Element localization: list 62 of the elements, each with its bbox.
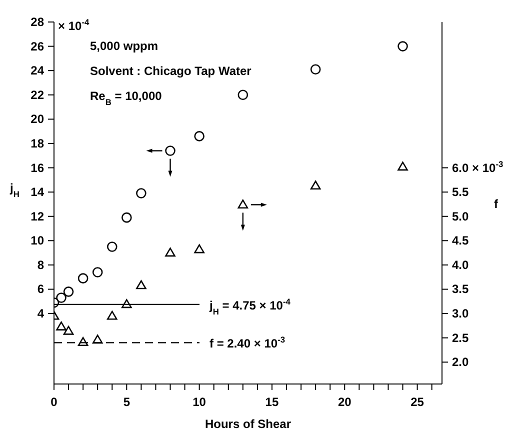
y-tick-label: 12 <box>30 209 44 224</box>
point <box>122 212 132 223</box>
x-tick-label: 20 <box>338 395 352 409</box>
x-axis-title: Hours of Shear <box>204 417 292 431</box>
point <box>136 188 146 198</box>
point <box>63 326 74 335</box>
y-tick-label: 10 <box>30 234 44 248</box>
x-tick-label: 25 <box>410 395 424 409</box>
point <box>56 322 66 330</box>
point <box>238 90 248 100</box>
point <box>63 286 74 297</box>
y2-tick-label: 5.5 <box>452 185 470 200</box>
y-tick-label: 8 <box>37 258 44 272</box>
y-tick-label: 26 <box>30 39 44 54</box>
y-tick-label: 24 <box>30 64 44 78</box>
y2-tick-label: 6.0 <box>452 160 470 175</box>
point <box>78 337 88 346</box>
point <box>122 299 132 308</box>
y2-axis-title: f <box>494 197 499 211</box>
point <box>165 248 176 257</box>
y2-tick-label: 5.0 <box>452 209 470 224</box>
point <box>106 310 118 320</box>
y2-tick-label: 3.0 <box>452 306 470 321</box>
point <box>92 334 103 344</box>
point <box>398 41 408 52</box>
y2-tick-label: 2.0 <box>452 355 470 370</box>
point <box>92 267 103 278</box>
annotation: 5,000 wppm <box>90 39 158 53</box>
point <box>310 64 321 75</box>
point <box>194 244 204 254</box>
y2-tick-label: 4.5 <box>452 234 470 248</box>
point <box>165 146 176 156</box>
x-tick-label: 5 <box>123 395 130 409</box>
y-tick-label: 22 <box>30 88 44 102</box>
text: × 10$^{-3}$ <box>472 158 504 175</box>
y2-tick-label: 3.5 <box>452 282 470 296</box>
point <box>136 280 146 290</box>
ref-line-label: f = 2.40 × 10$^{-3}$ <box>210 334 286 351</box>
point <box>398 162 408 171</box>
x-tick-label: 10 <box>192 395 206 409</box>
y-tick-label: 20 <box>30 112 44 126</box>
annotation: × 10$^{-4}$ <box>58 17 90 33</box>
y2-tick-label: 4.0 <box>452 258 470 272</box>
point <box>56 292 66 303</box>
x-tick-label: 0 <box>50 395 58 409</box>
y-tick-label: 18 <box>30 136 44 150</box>
annotation: Re$_{B}$ = 10,000 <box>90 89 162 107</box>
annotation: Solvent : Chicago Tap Water <box>90 64 252 78</box>
y2-tick-label: 2.5 <box>452 330 470 345</box>
point <box>194 131 204 142</box>
ref-line-label: j$_{H}$ = 4.75 × 10$^{-4}$ <box>208 296 291 316</box>
x-tick-label: 15 <box>265 395 279 409</box>
y-tick-label: 16 <box>30 160 44 175</box>
point <box>238 200 248 208</box>
y-tick-label: 14 <box>30 185 44 200</box>
y-tick-label: 28 <box>30 15 44 29</box>
point <box>78 273 88 284</box>
y-tick-label: 4 <box>37 306 44 321</box>
point <box>310 180 321 190</box>
y-tick-label: 6 <box>37 282 44 296</box>
y-axis-title: j$_{H}$ <box>9 181 20 200</box>
point <box>106 242 118 252</box>
